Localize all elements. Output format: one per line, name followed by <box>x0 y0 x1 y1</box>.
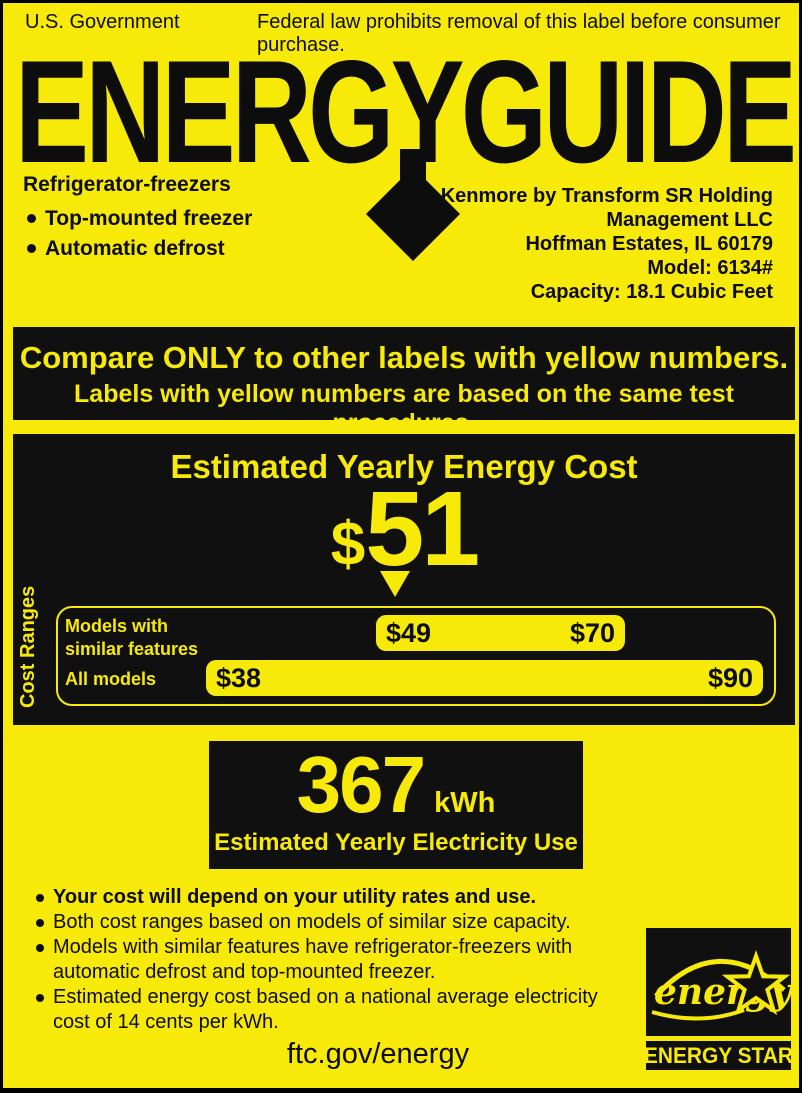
cost-ranges-axis-label: Cost Ranges <box>17 585 39 708</box>
note-text: Estimated energy cost based on a nationa… <box>53 986 598 1033</box>
compare-banner-line2: Labels with yellow numbers are based on … <box>74 380 734 437</box>
energy-star-bar: ENERGY STAR <box>643 1041 794 1070</box>
note-text: Both cost ranges based on models of simi… <box>53 911 571 933</box>
feature-label: Automatic defrost <box>45 237 225 260</box>
electricity-use-value: 367 <box>296 740 426 829</box>
electricity-use-unit: kWh <box>434 787 496 819</box>
bullet-icon <box>36 994 44 1002</box>
note-item: Estimated energy cost based on a nationa… <box>36 985 614 1035</box>
similar-models-label-line1: Models with <box>65 616 168 636</box>
note-text: Models with similar features have refrig… <box>53 936 573 983</box>
electricity-use-caption: Estimated Yearly Electricity Use <box>214 829 578 856</box>
note-item: Models with similar features have refrig… <box>36 935 614 985</box>
electricity-use-panel: 367 kWh Estimated Yearly Electricity Use <box>209 741 583 869</box>
similar-models-range-bar: $49 $70 <box>376 615 625 651</box>
feature-item: Automatic defrost <box>23 234 252 264</box>
model-number: Model: 6134# <box>647 257 773 279</box>
down-arrow-icon <box>366 149 460 261</box>
compare-banner: Compare ONLY to other labels with yellow… <box>13 327 795 437</box>
bullet-icon <box>36 919 44 927</box>
star-icon <box>721 949 791 1016</box>
feature-item: Top-mounted freezer <box>23 204 252 234</box>
note-item: Both cost ranges based on models of simi… <box>36 910 614 935</box>
manufacturer-line: Kenmore by Transform SR Holding <box>440 185 773 207</box>
electricity-use-value-row: 367 kWh <box>209 741 583 825</box>
energy-cost-value: $51 <box>13 476 795 582</box>
energy-star-logo: energy ENERGY STAR <box>643 928 794 1070</box>
similar-models-label: Models with similar features <box>65 615 198 661</box>
ftc-url: ftc.gov/energy <box>286 1038 470 1070</box>
energy-star-mark-icon: energy <box>646 928 791 1036</box>
bullet-icon <box>27 214 36 223</box>
currency-symbol: $ <box>330 510 366 579</box>
bullet-icon <box>36 894 44 902</box>
similar-models-label-line2: similar features <box>65 639 199 659</box>
all-models-range-bar: $38 $90 <box>206 660 763 696</box>
capacity-label: Capacity: 18.1 Cubic Feet <box>530 281 773 303</box>
note-item: Your cost will depend on your utility ra… <box>36 885 614 910</box>
cost-amount: 51 <box>365 470 480 588</box>
cost-marker-icon <box>380 571 410 597</box>
all-models-label: All models <box>65 669 157 689</box>
energy-cost-panel: Estimated Yearly Energy Cost $51 Cost Ra… <box>13 434 795 725</box>
all-models-max: $90 <box>707 662 753 693</box>
notes-list: Your cost will depend on your utility ra… <box>36 885 614 1035</box>
product-info: Refrigerator-freezers Top-mounted freeze… <box>23 173 252 264</box>
similar-models-min: $49 <box>386 617 432 648</box>
energy-star-label: ENERGY STAR <box>643 1042 794 1068</box>
all-models-min: $38 <box>216 662 262 693</box>
feature-label: Top-mounted freezer <box>45 207 253 230</box>
bullet-icon <box>36 944 44 952</box>
manufacturer-line: Hoffman Estates, IL 60179 <box>525 233 773 255</box>
product-category: Refrigerator-freezers <box>23 173 231 196</box>
note-text: Your cost will depend on your utility ra… <box>53 886 537 908</box>
bullet-icon <box>27 244 36 253</box>
energy-cost-heading: Estimated Yearly Energy Cost <box>170 448 638 485</box>
manufacturer-info: Kenmore by Transform SR Holding Manageme… <box>441 184 773 304</box>
manufacturer-line: Management LLC <box>606 209 773 231</box>
cost-ranges-box <box>56 606 776 706</box>
us-government-label: U.S. Government <box>25 11 180 33</box>
removal-warning-label: Federal law prohibits removal of this la… <box>257 11 781 56</box>
compare-banner-line1: Compare ONLY to other labels with yellow… <box>19 340 789 375</box>
similar-models-max: $70 <box>569 617 615 648</box>
